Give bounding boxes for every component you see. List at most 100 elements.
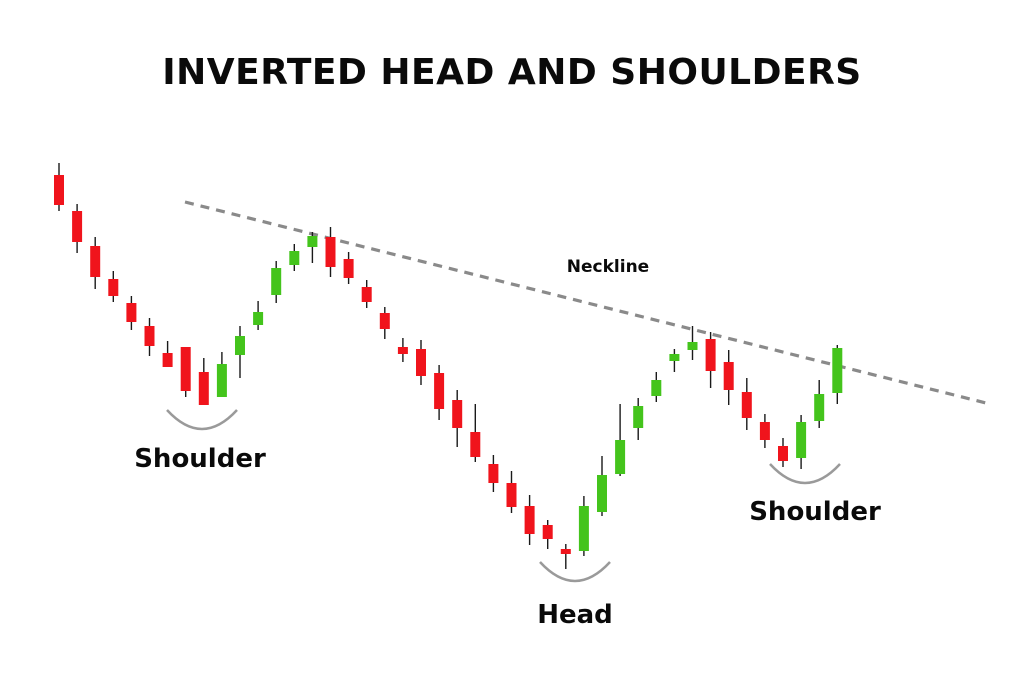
candle-bullish — [796, 415, 807, 469]
candle-bearish — [180, 347, 191, 397]
candle-body — [506, 483, 517, 507]
candle-body — [524, 506, 535, 534]
chart-title: INVERTED HEAD AND SHOULDERS — [162, 52, 862, 93]
candle-bearish — [723, 350, 734, 405]
candle-bearish — [325, 227, 336, 277]
left-shoulder-label: Shoulder — [134, 444, 266, 474]
candle-body — [307, 236, 318, 247]
candle-bullish — [633, 398, 644, 440]
candle-body — [325, 237, 336, 267]
candle-bullish — [651, 372, 662, 402]
candle-body — [108, 279, 119, 296]
pattern-brackets — [166, 409, 841, 583]
candle-bearish — [452, 390, 463, 447]
candle-body — [723, 362, 734, 390]
candle-body — [633, 406, 644, 428]
candle-body — [72, 211, 83, 242]
candle-bearish — [759, 414, 770, 448]
candle-body — [235, 336, 245, 355]
neckline-line — [184, 200, 991, 406]
candle-body — [452, 400, 463, 428]
candle-bullish — [253, 301, 264, 330]
neckline — [184, 200, 991, 406]
candle-body — [669, 354, 680, 361]
candle-body — [416, 349, 426, 376]
candle-bullish — [289, 244, 300, 271]
candle-bearish — [90, 237, 101, 289]
right-shoulder-label: Shoulder — [749, 497, 881, 527]
candle-bearish — [144, 318, 155, 356]
candle-body — [615, 440, 626, 474]
candle-body — [741, 392, 752, 418]
candles — [54, 163, 843, 569]
candle-body — [198, 372, 209, 405]
candle-bearish — [542, 520, 553, 549]
candle-bearish — [379, 307, 390, 339]
candle-body — [162, 353, 173, 367]
candle-body — [597, 475, 607, 512]
candle-body — [542, 525, 553, 539]
candle-body — [144, 326, 155, 346]
candle-bearish — [343, 252, 354, 284]
candle-body — [397, 347, 408, 354]
candle-bearish — [778, 438, 788, 467]
candle-body — [126, 303, 137, 322]
candle-body — [434, 373, 445, 409]
candle-body — [778, 446, 788, 461]
candle-bullish — [597, 456, 607, 516]
candle-body — [379, 313, 390, 329]
candle-body — [470, 432, 481, 457]
candle-bearish — [560, 544, 571, 569]
candle-bullish — [669, 349, 680, 372]
candle-bullish — [216, 352, 227, 397]
candle-bearish — [506, 471, 517, 513]
candle-bullish — [578, 496, 589, 556]
candle-body — [289, 251, 300, 265]
candle-bearish — [524, 495, 535, 545]
candle-body — [759, 422, 770, 440]
candle-bearish — [72, 204, 83, 253]
candle-body — [560, 549, 571, 554]
head-bracket — [539, 561, 611, 583]
candle-bearish — [126, 296, 137, 330]
candle-bearish — [488, 455, 499, 492]
candle-body — [687, 342, 698, 350]
candle-bearish — [397, 338, 408, 362]
right-shoulder-bracket — [769, 463, 841, 485]
candle-bullish — [615, 404, 626, 476]
neckline-label: Neckline — [567, 257, 649, 277]
candle-bearish — [198, 358, 209, 405]
candle-bullish — [235, 326, 245, 378]
candle-bearish — [705, 332, 716, 388]
head-label: Head — [537, 600, 613, 630]
candle-body — [705, 339, 716, 371]
left-shoulder-bracket — [166, 409, 238, 431]
candle-body — [343, 259, 354, 278]
candle-body — [180, 347, 191, 391]
candle-body — [832, 348, 843, 393]
candle-bearish — [416, 340, 426, 385]
candle-bullish — [832, 345, 843, 404]
candle-bearish — [741, 378, 752, 430]
candle-bearish — [54, 163, 64, 211]
candle-body — [488, 464, 499, 483]
candle-bearish — [361, 280, 372, 308]
candle-bullish — [687, 326, 698, 360]
candle-body — [651, 380, 662, 396]
candle-bearish — [470, 404, 481, 462]
candle-body — [90, 246, 101, 277]
candle-bearish — [162, 341, 173, 367]
candle-bearish — [108, 271, 119, 302]
candle-bearish — [434, 365, 445, 420]
candle-body — [54, 175, 64, 205]
candle-body — [271, 268, 282, 295]
candle-bullish — [271, 261, 282, 303]
candle-body — [796, 422, 807, 458]
candle-body — [216, 364, 227, 397]
candle-body — [361, 287, 372, 302]
candle-bullish — [814, 380, 825, 428]
candle-body — [253, 312, 264, 325]
candle-bullish — [307, 232, 318, 263]
candle-body — [814, 394, 825, 421]
